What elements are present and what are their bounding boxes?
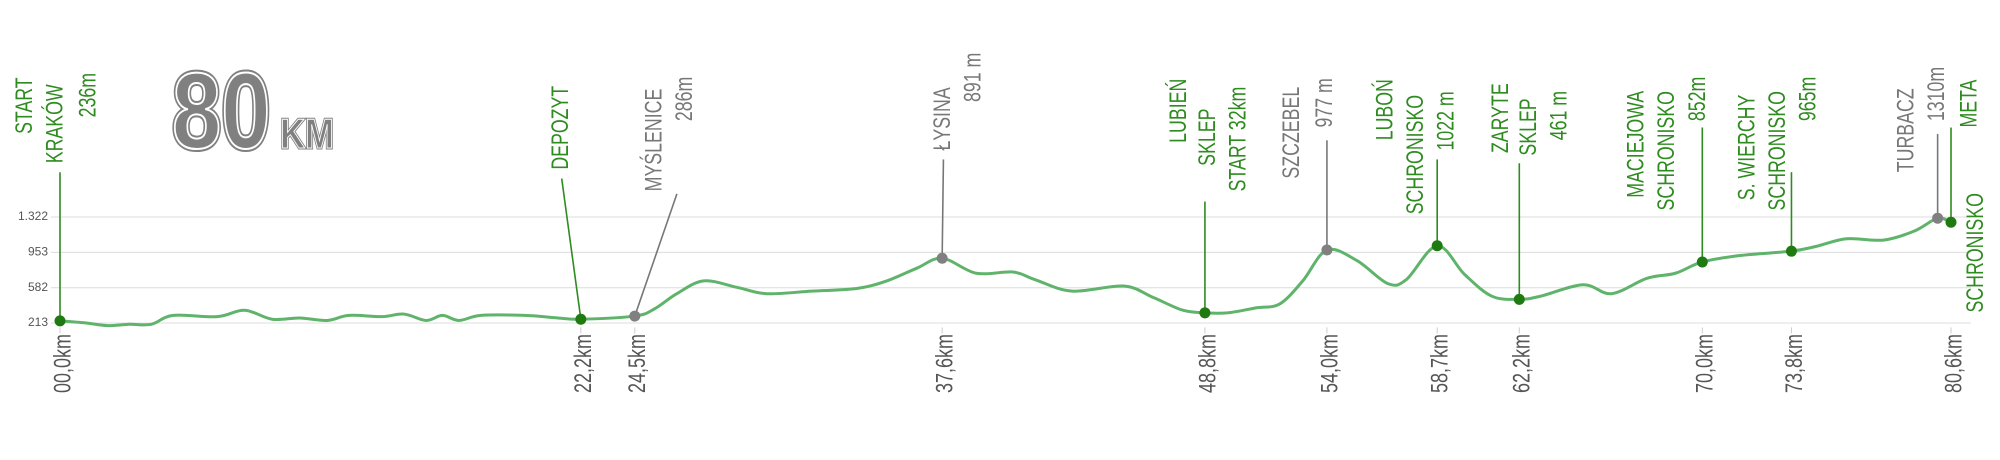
y-tick-label: 1.322 <box>18 209 48 223</box>
x-tick-label: 80,6km <box>1941 334 1967 393</box>
waypoint-dot <box>1945 216 1957 228</box>
x-tick-label: 62,2km <box>1509 334 1535 393</box>
waypoint-label: SZCZEBEL <box>1278 87 1304 179</box>
waypoint-label: 286m <box>672 77 698 121</box>
waypoint-label: MACIEJOWA <box>1623 90 1649 198</box>
waypoint-label: 236m <box>75 73 101 117</box>
leader-line <box>560 178 582 320</box>
x-tick-label: 22,2km <box>571 334 597 393</box>
chart-title-outline: 80 <box>172 51 270 171</box>
x-tick-label: 48,8km <box>1195 334 1221 393</box>
x-tick-label: 00,0km <box>50 334 76 393</box>
waypoint-label: 461 m <box>1546 91 1572 140</box>
x-tick-label: 73,8km <box>1781 334 1807 393</box>
waypoint-label: SCHRONISKO <box>1654 91 1680 210</box>
waypoint-dot <box>629 310 641 322</box>
waypoint-label: META <box>1956 79 1982 128</box>
waypoint-dot <box>575 313 587 325</box>
waypoint-label: TURBACZ <box>1893 88 1919 172</box>
chart-title-unit: KM <box>280 111 334 158</box>
waypoint-label: 1310m <box>1924 67 1950 121</box>
waypoint-dot <box>1696 256 1708 268</box>
leader-line <box>634 193 678 317</box>
x-tick-label: 58,7km <box>1427 334 1453 393</box>
waypoint-dot <box>1785 245 1797 257</box>
waypoint-label: SCHRONISKO <box>1765 91 1791 210</box>
waypoint-label: 1022 m <box>1433 91 1459 150</box>
waypoint-label: ZARYTE <box>1487 83 1513 153</box>
waypoint-label: SKLEP <box>1195 109 1221 166</box>
waypoint-label: MYŚLENICE <box>640 89 667 192</box>
chart-title: 80 <box>172 51 270 171</box>
waypoint-label: KRAKÓW <box>42 84 68 163</box>
waypoint-label: START 32km <box>1225 87 1251 192</box>
x-tick-label: 54,0km <box>1317 334 1343 393</box>
waypoint-dot <box>1321 244 1333 256</box>
x-tick-label: 24,5km <box>625 334 651 393</box>
waypoint-label: SCHRONISKO <box>1403 95 1429 214</box>
waypoint-label: LUBIEŃ <box>1165 79 1191 143</box>
waypoint-label: SCHRONISKO <box>1962 193 1988 312</box>
elevation-line <box>59 216 1952 328</box>
waypoint-dot <box>1199 307 1211 319</box>
y-tick-label: 953 <box>28 244 48 258</box>
y-tick-label: 582 <box>28 280 48 294</box>
leader-line <box>941 159 945 259</box>
waypoint-dot <box>1932 212 1944 224</box>
waypoint-label: SKLEP <box>1515 98 1541 155</box>
chart-title-unit-outline: KM <box>280 111 334 158</box>
waypoint-dot <box>1431 240 1443 252</box>
x-tick-label: 70,0km <box>1692 334 1718 393</box>
waypoint-label: S. WIERCHY <box>1734 95 1760 201</box>
waypoint-label: ŁYSINA <box>929 87 955 151</box>
waypoint-label: 891 m <box>960 53 986 102</box>
waypoint-label: 965m <box>1795 77 1821 121</box>
waypoint-dot <box>936 252 948 264</box>
waypoint-label: 852m <box>1684 77 1710 121</box>
x-tick-label: 37,6km <box>932 334 958 393</box>
waypoint-label: START <box>11 77 37 134</box>
waypoint-label: 977 m <box>1312 78 1338 127</box>
waypoint-label: LUBOŃ <box>1372 79 1398 140</box>
waypoint-label: DEPOZYT <box>548 86 574 170</box>
waypoint-dot <box>54 315 66 327</box>
waypoint-dot <box>1513 293 1525 305</box>
y-tick-label: 213 <box>28 315 48 329</box>
title-group: 80 80 KM KM <box>169 48 335 174</box>
